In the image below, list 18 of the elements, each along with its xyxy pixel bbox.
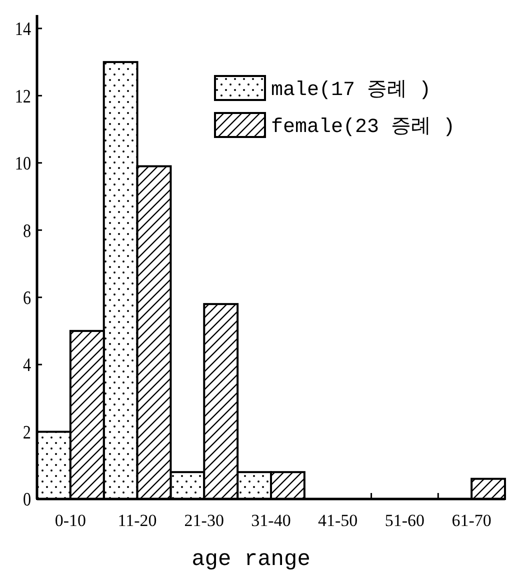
x-tick-label: 41-50 — [318, 511, 358, 530]
x-axis-title: age range — [192, 547, 310, 572]
y-tick-label: 6 — [22, 286, 32, 308]
x-tick-label: 21-30 — [184, 511, 224, 530]
y-tick-label: 14 — [14, 18, 32, 40]
legend-label: female(23 증례 ) — [271, 116, 456, 139]
y-tick-label: 4 — [22, 354, 32, 376]
y-tick-label: 8 — [22, 220, 32, 242]
legend-label: male(17 증례 ) — [271, 79, 432, 102]
x-tick-label: 0-10 — [54, 511, 86, 530]
x-tick-label: 11-20 — [118, 511, 157, 530]
y-tick-label: 0 — [22, 488, 32, 510]
x-tick-label: 31-40 — [251, 511, 291, 530]
y-tick-label: 10 — [14, 152, 32, 174]
x-tick-label: 61-70 — [452, 511, 492, 530]
y-tick-label: 12 — [14, 85, 31, 107]
y-tick-label: 2 — [22, 421, 31, 443]
x-tick-label: 51-60 — [384, 511, 425, 530]
